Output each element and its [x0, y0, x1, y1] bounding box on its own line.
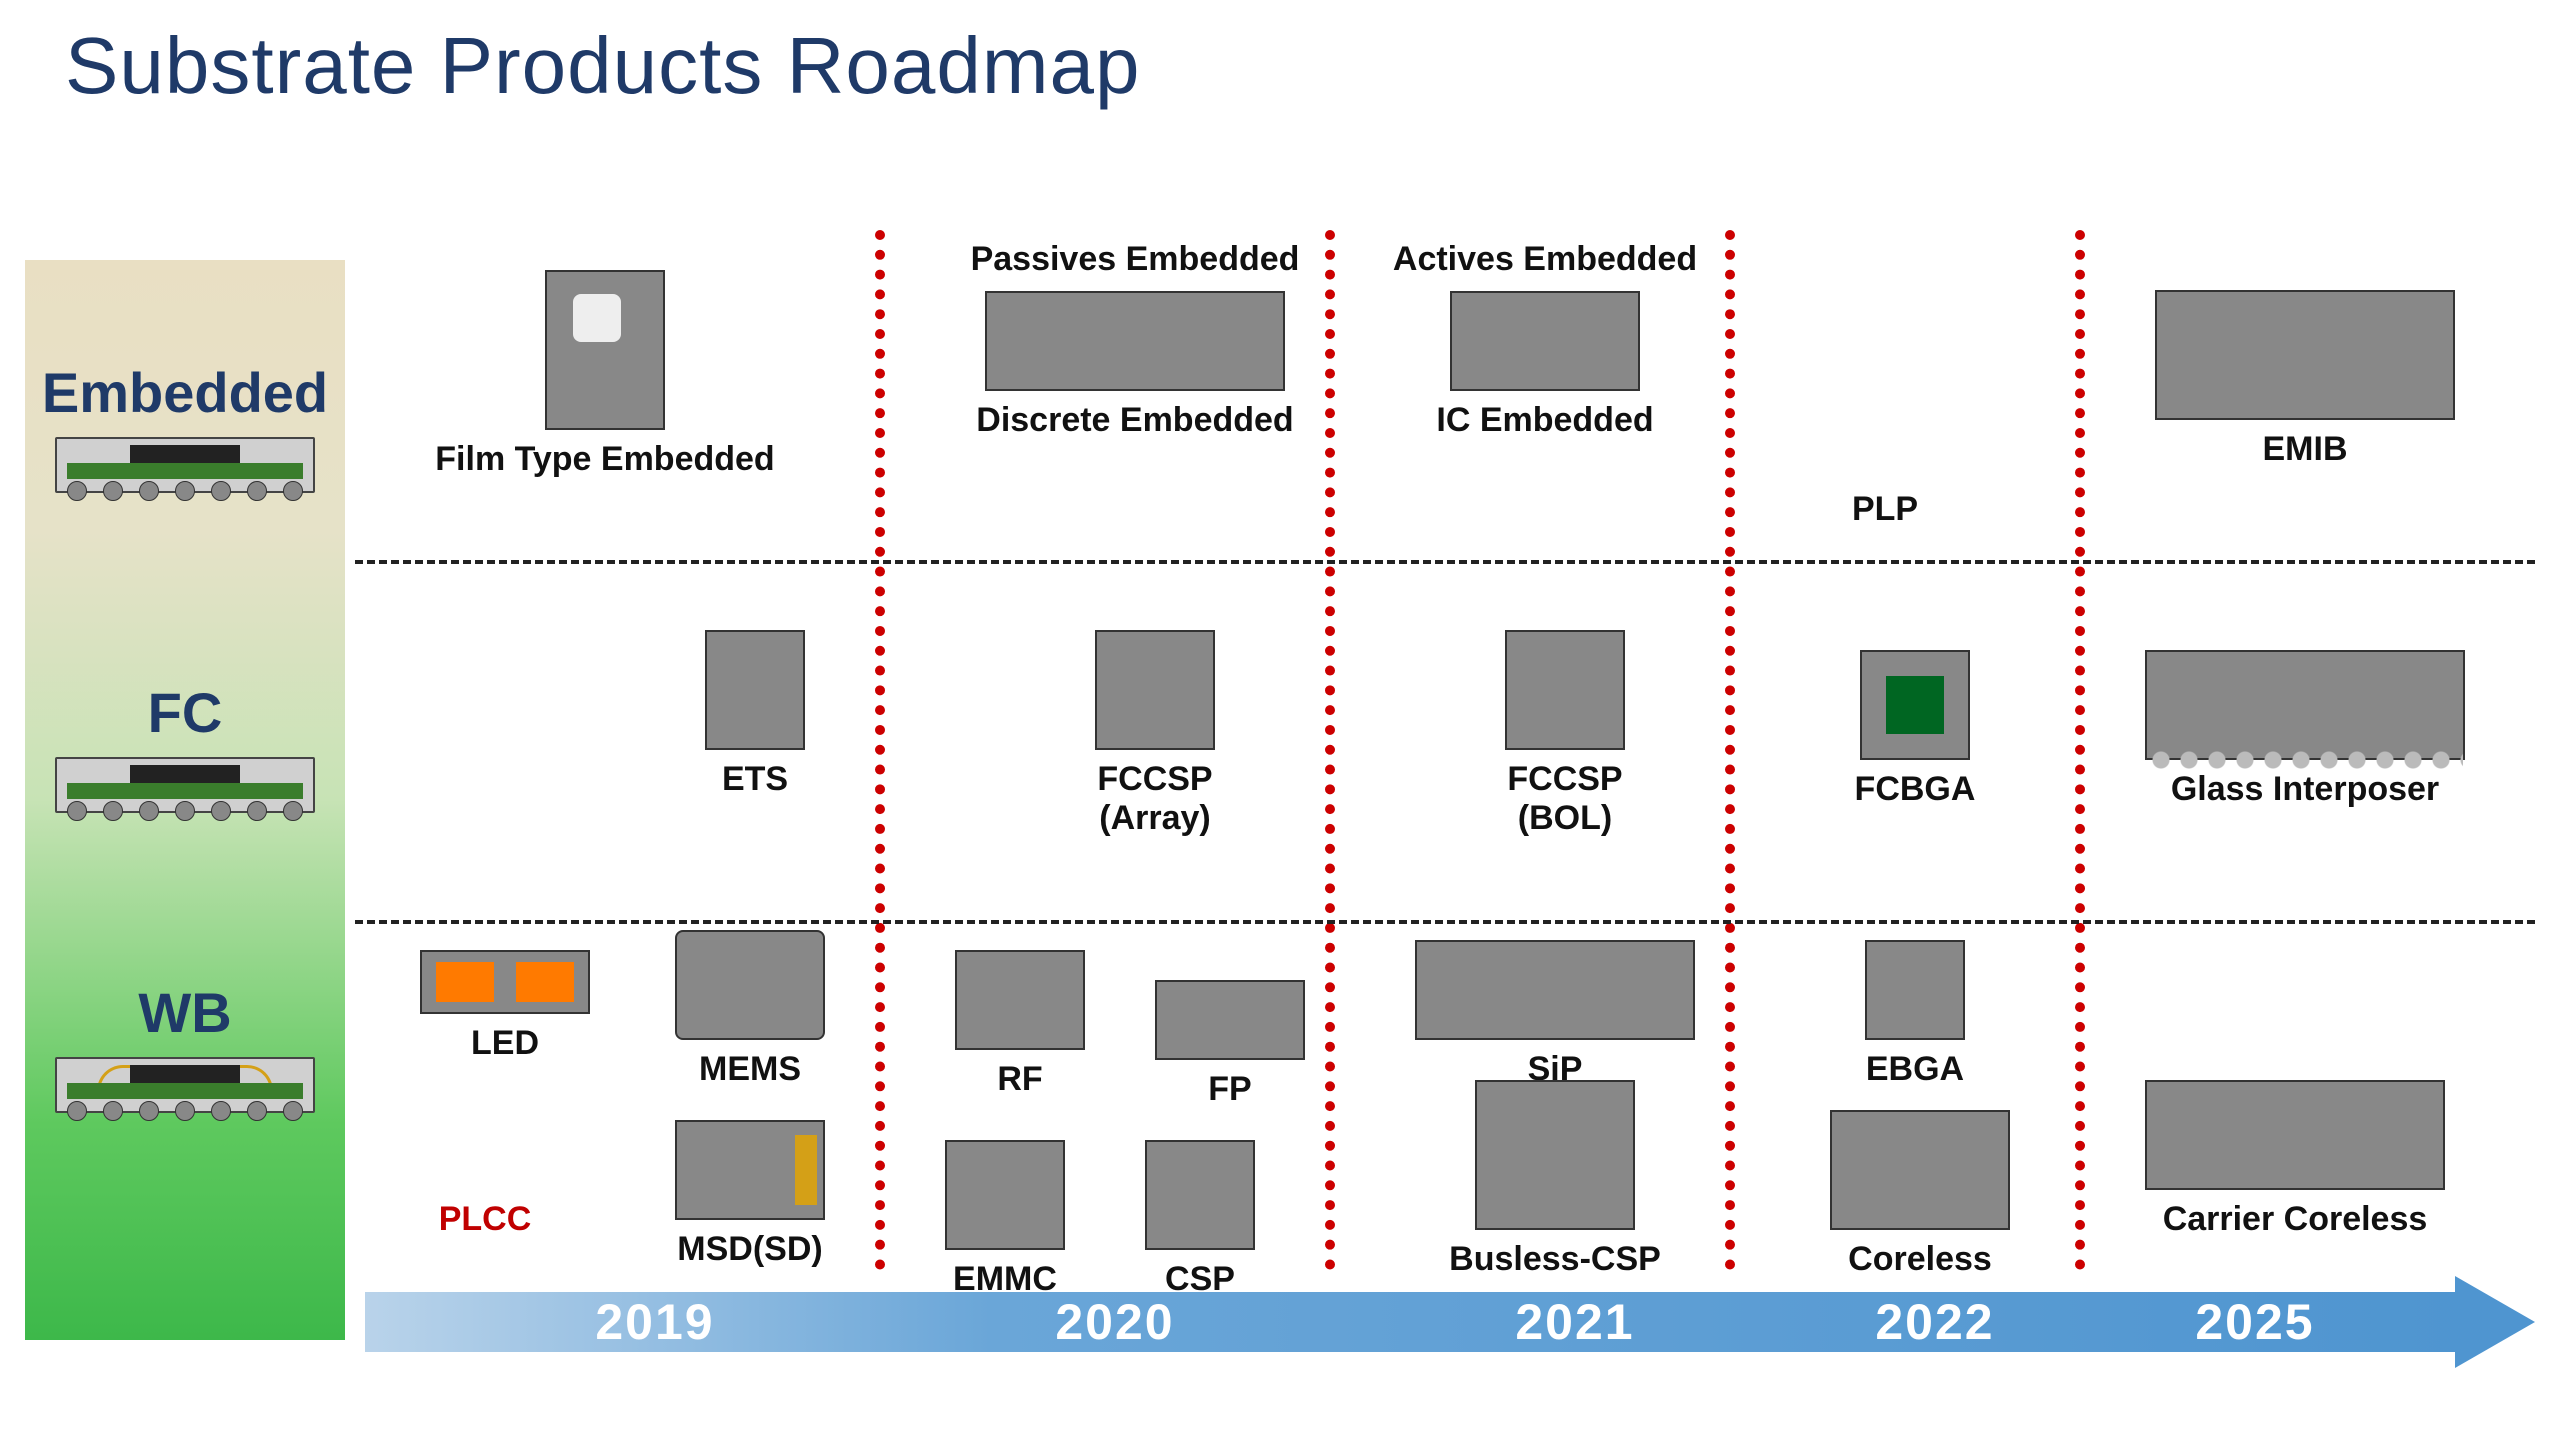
item-fcbga: FCBGA: [1815, 650, 2015, 809]
year-divider: [875, 230, 885, 1270]
category-fc: FC: [25, 680, 345, 817]
item-label: Coreless: [1805, 1240, 2035, 1279]
item-label: FCCSP (BOL): [1455, 760, 1675, 838]
item-label: RF: [935, 1060, 1105, 1099]
category-label: FC: [25, 680, 345, 745]
chip-icon: [2145, 650, 2465, 760]
item-actives-embedded: Actives Embedded IC Embedded: [1365, 240, 1725, 440]
item-led: LED: [405, 950, 605, 1063]
chip-icon: [2155, 290, 2455, 420]
arrow-head-icon: [2455, 1276, 2535, 1368]
category-label: WB: [25, 980, 345, 1045]
chip-icon: [1095, 630, 1215, 750]
chip-icon: [705, 630, 805, 750]
item-fccsp-array: FCCSP (Array): [1045, 630, 1265, 838]
item-msd: MSD(SD): [635, 1120, 865, 1269]
year-label: 2022: [1835, 1292, 2035, 1352]
item-label: FP: [1135, 1070, 1325, 1109]
item-label: Glass Interposer: [2115, 770, 2495, 809]
chip-icon: [675, 930, 825, 1040]
year-divider: [2075, 230, 2085, 1270]
item-label: PLP: [1785, 490, 1985, 529]
chip-icon: [1145, 1140, 1255, 1250]
chip-icon: [1830, 1110, 2010, 1230]
item-label: Carrier Coreless: [2115, 1200, 2475, 1239]
item-label: MEMS: [645, 1050, 855, 1089]
row-divider: [355, 920, 2535, 924]
item-csp: CSP: [1115, 1140, 1285, 1299]
item-emib: EMIB: [2125, 290, 2485, 469]
item-label: EBGA: [1825, 1050, 2005, 1089]
chip-icon: [675, 1120, 825, 1220]
item-film-type-embedded: Film Type Embedded: [405, 270, 805, 479]
roadmap-area: Embedded FC WB: [25, 230, 2535, 1360]
chip-icon: [1860, 650, 1970, 760]
row-divider: [355, 560, 2535, 564]
year-label: 2019: [555, 1292, 755, 1352]
chip-icon: [985, 291, 1285, 391]
item-label: ETS: [675, 760, 835, 799]
item-sip: SiP: [1395, 940, 1715, 1089]
chip-icon: [545, 270, 665, 430]
chip-icon: [1475, 1080, 1635, 1230]
chip-icon: [2145, 1080, 2445, 1190]
chip-icon: [955, 950, 1085, 1050]
item-label: Discrete Embedded: [935, 401, 1335, 440]
item-plp: PLP: [1785, 490, 1985, 529]
category-wb: WB: [25, 980, 345, 1117]
item-carrier-coreless: Carrier Coreless: [2115, 1080, 2475, 1239]
item-rf: RF: [935, 950, 1105, 1099]
item-busless-csp: Busless-CSP: [1425, 1080, 1685, 1279]
item-top-label: Passives Embedded: [935, 240, 1335, 279]
item-label: MSD(SD): [635, 1230, 865, 1269]
item-emmc: EMMC: [915, 1140, 1095, 1299]
chip-icon: [1450, 291, 1640, 391]
timeline-arrow: 2019 2020 2021 2022 2025: [365, 1284, 2535, 1360]
item-label: LED: [405, 1024, 605, 1063]
slide: Substrate Products Roadmap Embedded FC: [0, 0, 2560, 1430]
item-fp: FP: [1135, 980, 1325, 1109]
category-fc-icon: [55, 757, 315, 817]
item-label: IC Embedded: [1365, 401, 1725, 440]
year-label: 2025: [2155, 1292, 2355, 1352]
item-label: EMIB: [2125, 430, 2485, 469]
chip-icon: [1415, 940, 1695, 1040]
category-label: Embedded: [25, 360, 345, 425]
item-label: PLCC: [405, 1200, 565, 1239]
chip-icon: [420, 950, 590, 1014]
item-label: Film Type Embedded: [405, 440, 805, 479]
category-column: Embedded FC WB: [25, 260, 345, 1340]
chip-icon: [1505, 630, 1625, 750]
item-coreless: Coreless: [1805, 1110, 2035, 1279]
item-mems: MEMS: [645, 930, 855, 1089]
category-embedded-icon: [55, 437, 315, 497]
year-divider: [1725, 230, 1735, 1270]
item-plcc: PLCC: [405, 1200, 565, 1239]
chip-icon: [1155, 980, 1305, 1060]
item-label: FCCSP (Array): [1045, 760, 1265, 838]
item-ebga: EBGA: [1825, 940, 2005, 1089]
item-passives-embedded: Passives Embedded Discrete Embedded: [935, 240, 1335, 440]
item-label: Busless-CSP: [1425, 1240, 1685, 1279]
item-top-label: Actives Embedded: [1365, 240, 1725, 279]
year-label: 2021: [1475, 1292, 1675, 1352]
category-wb-icon: [55, 1057, 315, 1117]
category-embedded: Embedded: [25, 360, 345, 497]
item-ets: ETS: [675, 630, 835, 799]
slide-title: Substrate Products Roadmap: [25, 20, 2510, 112]
chip-icon: [1865, 940, 1965, 1040]
item-fccsp-bol: FCCSP (BOL): [1455, 630, 1675, 838]
chip-icon: [945, 1140, 1065, 1250]
year-label: 2020: [1015, 1292, 1215, 1352]
item-glass-interposer: Glass Interposer: [2115, 650, 2495, 809]
item-label: FCBGA: [1815, 770, 2015, 809]
